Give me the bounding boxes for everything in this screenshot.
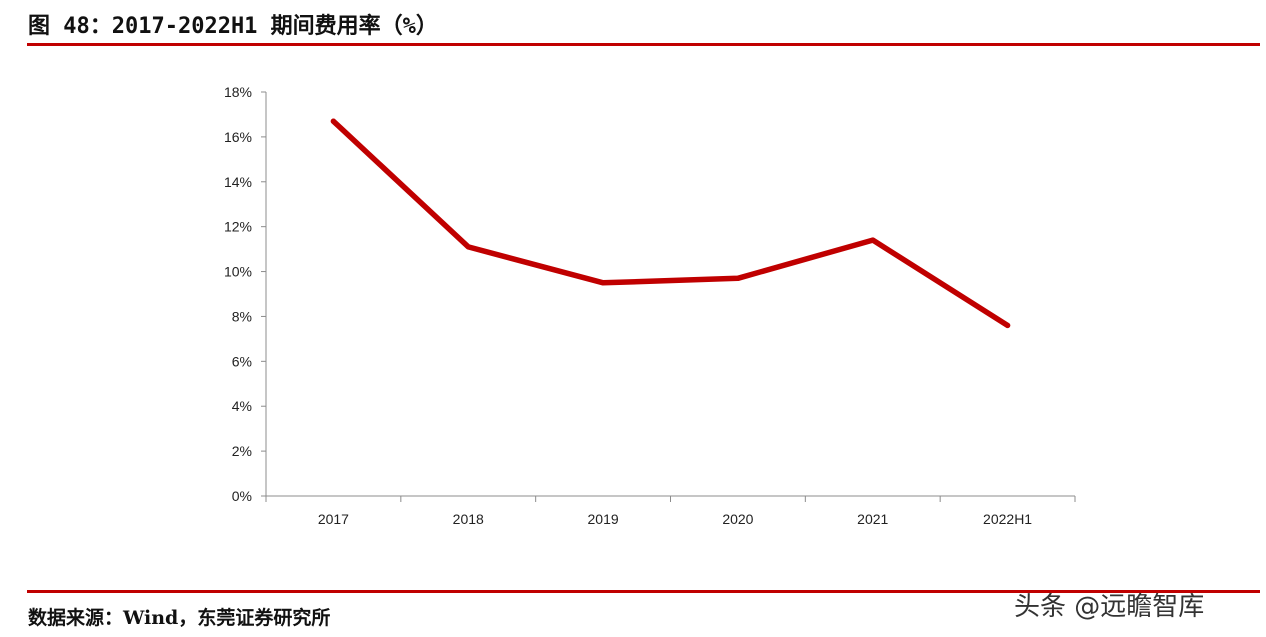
y-tick-label: 14% (224, 174, 252, 190)
y-tick-label: 8% (232, 308, 252, 324)
y-tick-label: 2% (232, 443, 252, 459)
x-tick-label: 2021 (857, 511, 888, 527)
bottom-rule (27, 590, 1260, 593)
figure-title: 图 48：2017-2022H1 期间费用率（%） (28, 14, 438, 39)
data-point (735, 275, 741, 281)
data-point (465, 244, 471, 250)
data-point (870, 237, 876, 243)
y-tick-label: 12% (224, 219, 252, 235)
series-line (330, 118, 1011, 329)
x-tick-label: 2022H1 (983, 511, 1032, 527)
x-tick-label: 2017 (318, 511, 349, 527)
series-layer (330, 118, 1011, 329)
x-tick-label: 2019 (588, 511, 619, 527)
x-tick-label: 2020 (722, 511, 753, 527)
y-tick-label: 10% (224, 264, 252, 280)
y-tick-label: 4% (232, 398, 252, 414)
source-note: 数据来源：Wind，东莞证券研究所 (28, 607, 331, 629)
y-tick-label: 16% (224, 129, 252, 145)
watermark-text: 头条 @远瞻智库 (1014, 592, 1205, 622)
y-tick-label: 6% (232, 353, 252, 369)
data-point (1005, 322, 1011, 328)
x-tick-label: 2018 (453, 511, 484, 527)
y-tick-label: 0% (232, 488, 252, 504)
x-axis-ticks: 2017 2018 2019 2020 2021 2022H1 (265, 496, 1076, 527)
y-axis-ticks: 0% 2% 4% 6% 8% 10% 12% 14% 16% 18% (224, 84, 266, 504)
y-tick-label: 18% (224, 84, 252, 100)
data-point (330, 118, 336, 124)
top-rule (27, 43, 1260, 46)
data-point (600, 280, 606, 286)
